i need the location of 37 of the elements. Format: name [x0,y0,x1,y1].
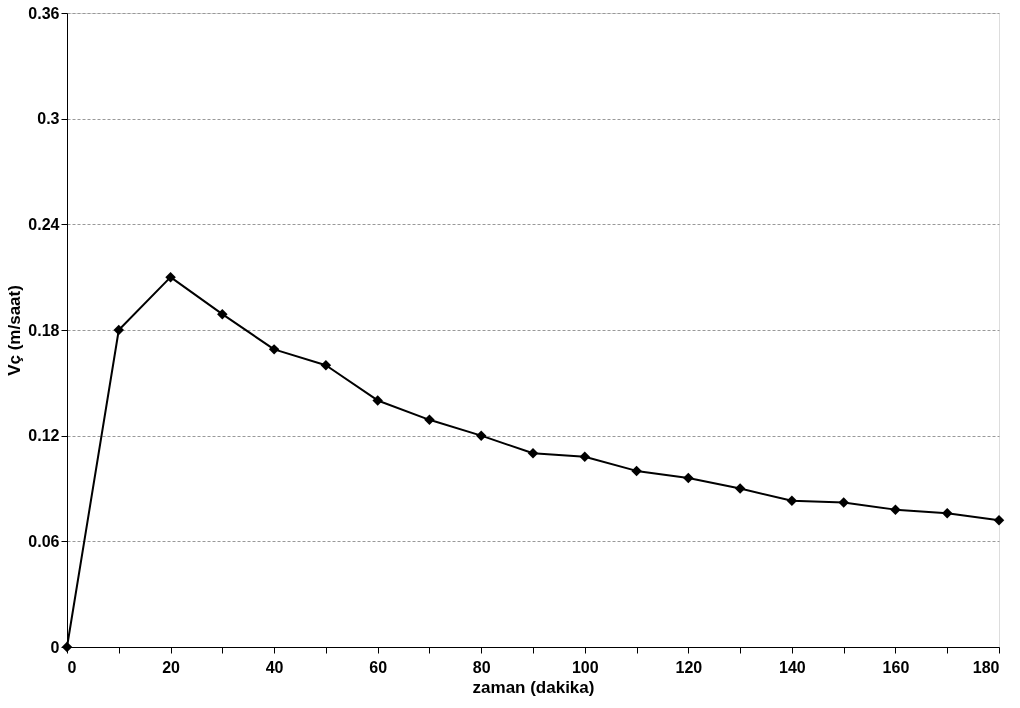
y-tick-label: 0 [50,638,60,656]
y-tick-label: 0.18 [28,321,60,339]
point [165,271,176,283]
x-tick-label: 180 [972,658,1000,676]
point [683,472,694,484]
x-tick-label: 40 [265,658,284,676]
point [424,414,435,426]
y-tick-label: 0.06 [28,532,60,550]
point [217,308,228,320]
point [320,359,332,371]
point [527,448,539,459]
x-tick-label: 20 [162,658,181,676]
x-tick-label: 80 [472,658,491,676]
x-tick-label: 0 [67,658,77,676]
y-tick-label: 0.24 [28,215,60,233]
x-tick-label: 60 [369,658,388,676]
x-tick-label: 120 [675,658,703,676]
point [268,344,280,355]
point [113,324,125,336]
point [631,465,642,477]
x-tick-label: 140 [779,658,806,676]
point [579,451,591,463]
point [838,497,849,508]
y-axis-title: Vç (m/saat) [5,285,25,376]
point [734,483,746,494]
point [941,507,953,519]
x-tick-label: 160 [882,658,910,676]
point [475,430,487,441]
point [786,495,798,507]
x-tick-label: 100 [571,658,599,676]
y-tick-label: 0.12 [28,427,60,445]
y-tick-label: 0.3 [37,110,60,128]
y-tick-label: 0.36 [28,4,60,22]
point [372,395,383,406]
x-axis-title: zaman (dakika) [472,677,595,697]
point [890,504,901,515]
point [993,514,1005,526]
